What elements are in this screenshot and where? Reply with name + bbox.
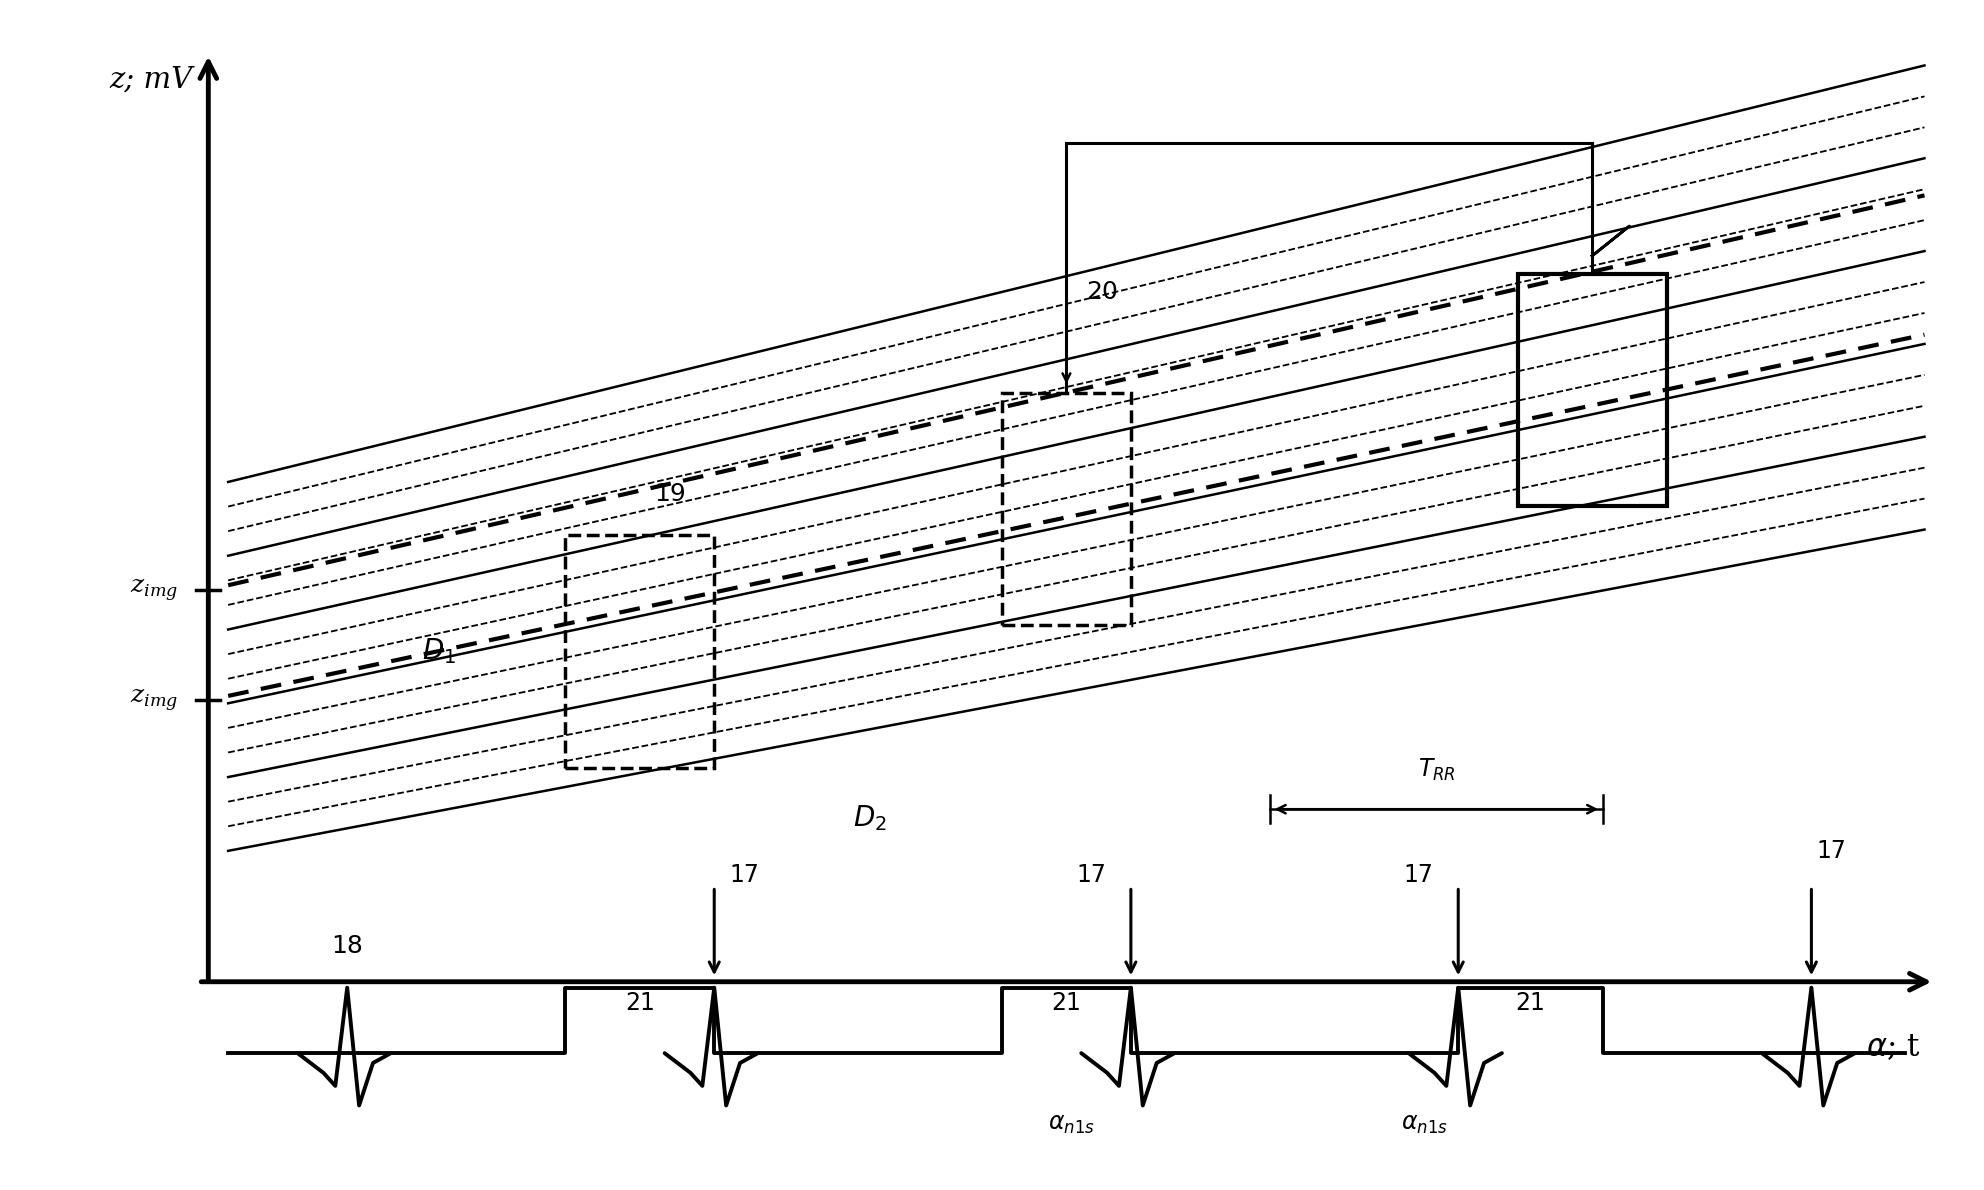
Bar bbox=[565, 536, 714, 768]
Text: 17: 17 bbox=[1815, 839, 1847, 863]
Text: $T_{RR}$: $T_{RR}$ bbox=[1417, 757, 1456, 783]
Text: 21: 21 bbox=[1052, 990, 1081, 1015]
Text: $\alpha_{n1s}$: $\alpha_{n1s}$ bbox=[1401, 1113, 1448, 1136]
Text: 21: 21 bbox=[1516, 990, 1546, 1015]
Text: z; mV: z; mV bbox=[109, 65, 192, 94]
Bar bbox=[1518, 274, 1667, 506]
Text: 18: 18 bbox=[331, 934, 363, 958]
Bar bbox=[1002, 393, 1131, 625]
Text: z$_{\mathregular{img}}$: z$_{\mathregular{img}}$ bbox=[131, 688, 179, 713]
Text: 21: 21 bbox=[625, 990, 655, 1015]
Text: 17: 17 bbox=[1075, 863, 1107, 887]
Text: 17: 17 bbox=[728, 863, 760, 887]
Text: $\alpha$; t: $\alpha$; t bbox=[1867, 1032, 1921, 1063]
Text: 19: 19 bbox=[655, 482, 686, 506]
Text: $\alpha_{n1s}$: $\alpha_{n1s}$ bbox=[1048, 1113, 1095, 1136]
Text: 17: 17 bbox=[1403, 863, 1434, 887]
Text: $D_2$: $D_2$ bbox=[853, 803, 887, 833]
Text: z$_{\mathregular{img}}$: z$_{\mathregular{img}}$ bbox=[131, 577, 179, 602]
Text: 20: 20 bbox=[1087, 280, 1119, 303]
Text: $D_1$: $D_1$ bbox=[423, 637, 456, 666]
